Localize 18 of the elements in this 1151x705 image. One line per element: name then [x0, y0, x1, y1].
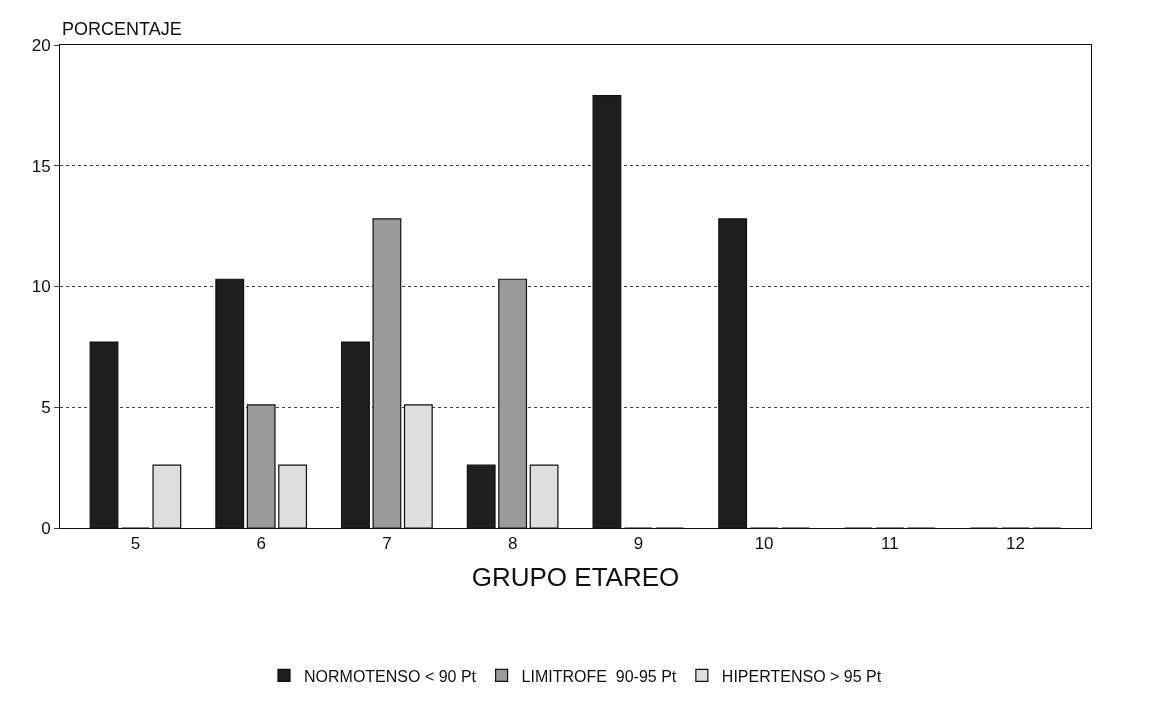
x-tick-label: 7 — [382, 534, 392, 554]
x-tick-label: 6 — [256, 534, 266, 554]
x-tick-label: 8 — [507, 534, 518, 554]
x-axis-title: GRUPO ETAREO — [471, 562, 680, 593]
x-tick-label: 12 — [1006, 534, 1026, 554]
legend-label: HIPERTENSO > 95 Pt — [721, 667, 882, 685]
legend-label: LIMITROFE 90-95 Pt — [521, 667, 677, 685]
y-tick-label: 10 — [31, 277, 51, 297]
x-tick-label: 11 — [881, 534, 899, 554]
x-tick-label: 9 — [633, 534, 644, 554]
y-tick-label: 20 — [31, 35, 51, 55]
legend-label: NORMOTENSO < 90 Pt — [304, 667, 477, 685]
y-axis-title: PORCENTAJE — [62, 19, 182, 39]
y-tick-label: 0 — [41, 518, 51, 538]
x-tick-label: 10 — [754, 534, 774, 554]
y-tick-label: 15 — [31, 156, 51, 176]
y-tick-label: 5 — [41, 398, 51, 418]
x-tick-label: 5 — [130, 534, 141, 554]
